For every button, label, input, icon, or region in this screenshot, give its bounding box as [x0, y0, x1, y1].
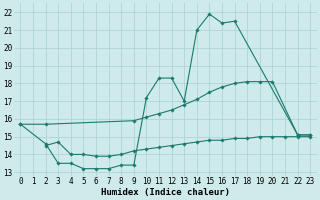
X-axis label: Humidex (Indice chaleur): Humidex (Indice chaleur) — [101, 188, 230, 197]
